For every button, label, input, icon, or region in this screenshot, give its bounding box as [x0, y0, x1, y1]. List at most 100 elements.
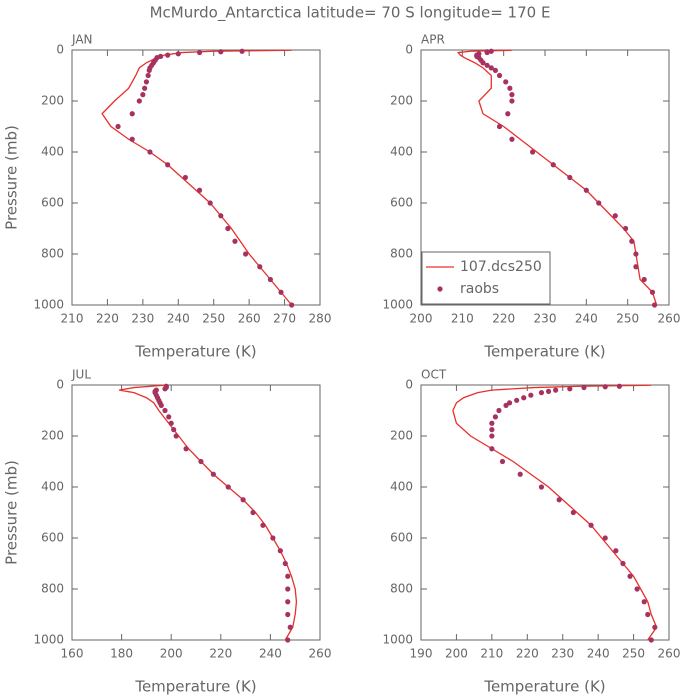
raob-point: [115, 123, 121, 130]
x-tick-label: 210: [61, 312, 84, 326]
raob-point: [243, 251, 249, 257]
y-tick-label: 600: [41, 531, 64, 545]
x-tick-label: 160: [61, 647, 84, 661]
raob-point: [641, 599, 647, 605]
y-tick-label: 200: [390, 429, 413, 443]
x-tick-label: 230: [551, 647, 574, 661]
x-tick-label: 240: [587, 647, 610, 661]
raob-point: [285, 599, 291, 605]
x-tick-label: 200: [410, 312, 433, 326]
raob-point: [567, 174, 573, 181]
raob-point: [553, 387, 559, 393]
raob-point: [239, 48, 245, 54]
y-tick-label: 400: [41, 145, 64, 159]
raob-point: [509, 136, 515, 142]
raob-point: [538, 390, 545, 396]
raob-point: [285, 586, 291, 592]
raob-point: [198, 458, 204, 465]
y-tick-label: 600: [390, 531, 413, 545]
x-tick-label: 230: [131, 312, 154, 326]
x-axis-label: Temperature (K): [134, 343, 256, 361]
y-tick-label: 600: [390, 196, 413, 210]
raob-point: [651, 302, 658, 308]
raob-point: [492, 414, 498, 420]
panel-title: JAN: [71, 33, 93, 47]
raob-point: [499, 458, 506, 465]
legend-label: 107.dcs250: [460, 259, 542, 275]
raob-point: [282, 560, 288, 567]
raob-point: [623, 225, 629, 232]
raob-point: [140, 92, 146, 98]
y-tick-label: 600: [41, 196, 64, 210]
legend-marker: [437, 286, 443, 292]
raob-point: [287, 624, 293, 630]
panel-title: OCT: [421, 368, 447, 382]
x-axis-label: Temperature (K): [134, 678, 256, 696]
y-tick-label: 200: [41, 94, 64, 108]
raob-point: [240, 497, 246, 503]
raob-point: [277, 548, 283, 554]
plot-frame: [71, 384, 321, 641]
x-tick-label: 270: [273, 312, 296, 326]
raob-point: [285, 573, 291, 579]
raob-point: [509, 98, 515, 104]
x-tick-label: 240: [575, 312, 598, 326]
raob-point: [503, 79, 509, 85]
raob-point: [175, 51, 181, 57]
raob-point: [162, 407, 168, 414]
panel-title: APR: [421, 33, 445, 47]
legend-box: [421, 251, 551, 305]
raob-point: [257, 264, 263, 270]
raob-point: [480, 60, 486, 66]
raob-point: [496, 407, 502, 414]
raob-point: [488, 65, 494, 71]
y-tick-label: 200: [41, 429, 64, 443]
y-tick-label: 0: [405, 43, 413, 57]
raob-point: [613, 548, 619, 554]
y-tick-label: 400: [41, 480, 64, 494]
raob-point: [645, 611, 651, 618]
panel: APR 200 210 220 230 240 250 260 0 200 400 600 800 100…: [382, 33, 680, 361]
raob-point: [545, 388, 552, 394]
y-tick-label: 800: [390, 582, 413, 596]
x-tick-label: 250: [202, 312, 225, 326]
panel: JUL 160 180 200 220 240 260 0 200 400 600 800 1000 Te…: [3, 368, 332, 696]
raob-point: [581, 384, 587, 391]
raob-point: [165, 162, 171, 168]
legend-label: raobs: [460, 281, 499, 297]
raob-point: [528, 392, 534, 398]
raob-point: [634, 586, 640, 592]
raob-point: [225, 225, 231, 232]
raob-point: [583, 187, 589, 193]
raob-point: [602, 535, 608, 541]
figure-title: McMurdo_Antarctica latitude= 70 S longit…: [150, 4, 551, 23]
raob-point: [641, 276, 647, 283]
raob-point: [270, 535, 276, 541]
raob-point: [129, 136, 135, 142]
raob-point: [550, 162, 556, 168]
x-tick-label: 230: [534, 312, 557, 326]
raob-point: [629, 238, 635, 244]
raob-point: [145, 72, 151, 79]
raob-point: [649, 289, 656, 295]
x-tick-label: 240: [167, 312, 190, 326]
raob-point: [492, 67, 498, 73]
x-tick-label: 260: [238, 312, 261, 326]
raob-point: [652, 624, 658, 630]
x-tick-label: 250: [622, 647, 645, 661]
x-tick-label: 260: [658, 647, 681, 661]
y-tick-label: 800: [41, 247, 64, 261]
raob-point: [289, 302, 295, 308]
x-tick-label: 180: [110, 647, 133, 661]
raob-point: [142, 85, 148, 91]
raob-point: [570, 509, 576, 516]
x-tick-label: 240: [259, 647, 282, 661]
raob-point: [162, 386, 168, 392]
raob-point: [166, 414, 172, 420]
y-axis-label: Pressure (mb): [3, 460, 21, 565]
x-tick-label: 190: [410, 647, 433, 661]
raob-point: [633, 264, 639, 270]
raob-point: [196, 187, 203, 193]
